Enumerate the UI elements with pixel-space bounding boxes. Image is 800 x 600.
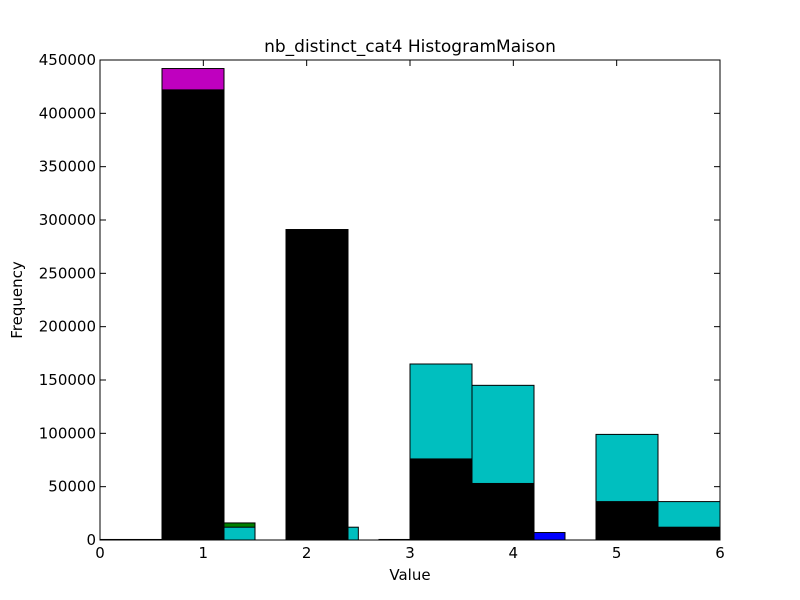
histogram-bar-series4-4 <box>409 458 473 541</box>
histogram-bar-series4-5 <box>471 482 535 541</box>
y-tick-label: 200000 <box>39 318 96 336</box>
y-tick-label: 150000 <box>39 371 96 389</box>
bars-group <box>99 68 721 541</box>
x-tick-label: 3 <box>405 544 415 562</box>
x-axis-ticks: 0 1 2 3 4 5 6 <box>95 60 725 562</box>
x-tick-label: 0 <box>95 544 105 562</box>
y-tick-label: 400000 <box>39 104 96 122</box>
histogram-bar-series3-1 <box>347 526 359 541</box>
histogram-bar-series4-7 <box>657 526 721 541</box>
chart-title: nb_distinct_cat4 HistogramMaison <box>264 37 556 57</box>
histogram-bar-series4-6 <box>595 501 659 541</box>
histogram-bar-series3-0 <box>223 526 256 541</box>
x-tick-label: 1 <box>199 544 209 562</box>
x-tick-label: 6 <box>715 544 725 562</box>
y-tick-label: 350000 <box>39 158 96 176</box>
y-tick-label: 250000 <box>39 264 96 282</box>
y-tick-label: 0 <box>86 531 96 549</box>
y-tick-label: 50000 <box>48 478 96 496</box>
y-tick-label: 100000 <box>39 424 96 442</box>
histogram-bar-series4-1 <box>161 89 225 541</box>
y-tick-label: 450000 <box>39 51 96 69</box>
x-tick-label: 2 <box>302 544 312 562</box>
x-tick-label: 4 <box>509 544 519 562</box>
x-tick-label: 5 <box>612 544 622 562</box>
x-axis-label: Value <box>389 566 430 584</box>
y-tick-label: 300000 <box>39 211 96 229</box>
y-axis-ticks: 0 50000 100000 150000 200000 250000 300000 3500… <box>39 51 720 549</box>
histogram-bar-series2-0 <box>533 532 566 541</box>
y-axis-label: Frequency <box>8 261 26 339</box>
histogram-bar-series4-2 <box>285 229 349 541</box>
